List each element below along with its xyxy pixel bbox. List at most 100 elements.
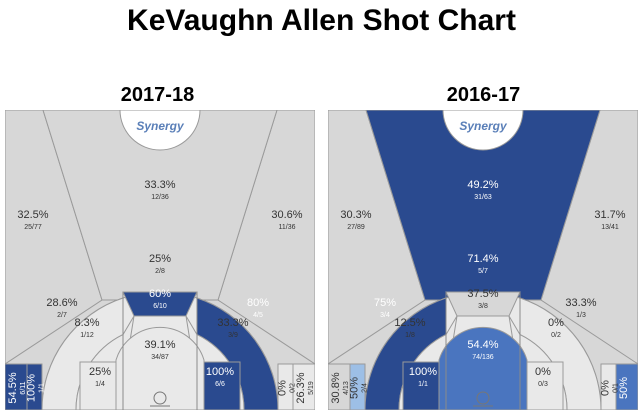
zone-made-att-restricted-area: 74/136 [472,354,494,361]
zone-label-right-baseline-two: 0% 0/2 [277,380,297,396]
zone-made-att-right-low-post: 0/3 [538,381,548,388]
zone-left-baseline-two [26,363,43,410]
zone-label-left-mid-range: 8.3% 1/12 [74,317,99,339]
zone-top-of-key-three [365,110,601,301]
zone-made-att-left-corner-three: 6/11 [20,381,27,394]
zone-made-att-left-low-post: 1/4 [95,381,105,388]
zone-label-top-of-key-three: 49.2% 31/63 [467,179,498,201]
season-title-2016-17: 2016-17 [446,84,521,106]
zone-made-att-right-wing-three: 13/41 [601,224,619,231]
zone-label-left-corner-three: 30.8% 4/13 [330,372,350,403]
zone-pct-top-of-key-three: 49.2% [467,179,498,191]
zone-pct-left-wing-three: 30.3% [340,209,371,221]
zone-made-att-top-long-two: 2/8 [155,268,165,275]
zone-pct-free-throw-area: 37.5% [467,288,498,300]
zone-label-left-wing-three: 30.3% 27/89 [340,209,371,231]
zone-pct-left-baseline-two: 100% [26,374,38,402]
zone-label-right-low-post: 100% 6/6 [206,366,234,388]
zone-pct-right-long-two: 80% [247,297,269,309]
zone-left-corner-three [5,363,28,410]
zone-made-att-right-corner-three: 5/19 [308,381,315,395]
basket-rim [476,391,490,405]
zone-pct-left-long-two: 28.6% [46,297,77,309]
zone-left-corner-three [328,363,351,410]
zone-made-att-free-throw-area: 6/10 [153,303,167,310]
zone-pct-left-corner-three: 30.8% [330,372,342,403]
zone-label-free-throw-area: 60% 6/10 [149,288,171,310]
zone-pct-right-mid-range: 0% [548,317,564,329]
zone-pct-right-long-two: 33.3% [565,297,596,309]
zone-label-left-low-post: 100% 1/1 [409,366,437,388]
zone-label-right-mid-range: 0%0/2 [548,317,564,339]
zone-made-att-left-long-two: 3/4 [380,312,390,319]
zone-made-att-left-baseline-two: 1/1 [39,383,46,393]
zone-made-att-right-wing-three: 11/36 [279,224,296,231]
zone-restricted-area [438,327,528,410]
zone-label-top-long-two: 25%2/8 [149,253,171,275]
zone-label-free-throw-area: 37.5% 3/8 [467,288,498,310]
zone-restricted-area [115,327,205,410]
zone-pct-right-baseline-two: 0% [277,380,289,396]
zone-pct-left-corner-three: 54.5% [7,372,19,403]
zone-made-att-left-mid-range: 1/8 [405,332,415,339]
zone-label-left-long-two: 28.6% 2/7 [46,297,77,319]
zone-label-right-wing-three: 30.6% 11/36 [271,209,302,231]
zone-label-restricted-area: 39.1% 34/87 [144,339,175,361]
zone-label-left-long-two: 75%3/4 [374,297,396,319]
zone-made-att-right-long-two: 1/3 [576,312,586,319]
zone-label-left-baseline-two: 100% 1/1 [26,374,46,402]
zone-pct-right-baseline-two: 0% [600,380,612,396]
zone-pct-top-of-key-three: 33.3% [144,179,175,191]
zone-right-baseline-two [600,363,617,410]
zone-label-left-low-post: 25%1/4 [89,366,111,388]
zone-pct-left-wing-three: 32.5% [17,209,48,221]
zone-label-right-mid-range: 33.3% 3/9 [217,317,248,339]
zone-pct-left-low-post: 100% [409,366,437,378]
zone-made-att-restricted-area: 34/87 [151,354,169,361]
zone-made-att-right-mid-range: 0/2 [551,332,561,339]
synergy-logo: Synergy [459,119,508,133]
season-title-2017-18: 2017-18 [120,84,195,106]
zone-made-att-right-baseline-two: 0/1 [613,383,620,393]
zone-label-top-of-key-three: 33.3% 12/36 [144,179,175,201]
zone-made-att-top-long-two: 5/7 [478,268,488,275]
zone-made-att-right-baseline-two: 0/2 [290,383,297,393]
zone-top-of-key-three [42,110,278,301]
zone-made-att-left-wing-three: 27/89 [347,224,365,231]
zone-pct-left-long-two: 75% [374,297,396,309]
basket-rim [153,391,167,405]
zone-made-att-right-long-two: 4/5 [253,312,263,319]
zone-pct-right-wing-three: 31.7% [594,209,625,221]
zone-pct-right-corner-three: 26.3% [295,372,307,403]
zone-label-left-corner-three: 54.5% 6/11 [7,372,27,403]
zone-made-att-top-of-key-three: 31/63 [474,194,492,201]
zone-made-att-left-long-two: 2/7 [57,312,67,319]
zone-pct-right-corner-three: 50% [618,377,630,399]
zone-label-left-wing-three: 32.5% 25/77 [17,209,48,231]
zone-pct-left-low-post: 25% [89,366,111,378]
synergy-logo: Synergy [136,119,185,133]
main-title: KeVaughn Allen Shot Chart [127,4,516,37]
zone-made-att-left-mid-range: 1/12 [80,332,94,339]
zone-made-att-left-low-post: 1/1 [418,381,428,388]
zone-label-right-long-two: 33.3% 1/3 [565,297,596,319]
zone-made-att-left-baseline-two: 2/4 [362,383,369,393]
zone-pct-right-low-post: 100% [206,366,234,378]
zone-right-baseline-two [277,363,294,410]
zone-free-throw-area [122,291,198,317]
zone-label-right-corner-three: 50% [618,377,630,399]
zone-left-low-post [402,361,446,410]
zone-label-right-long-two: 80%4/5 [247,297,269,319]
zone-left-low-post [79,361,123,410]
zone-label-right-low-post: 0%0/3 [535,366,551,388]
zone-pct-right-mid-range: 33.3% [217,317,248,329]
zone-pct-free-throw-area: 60% [149,288,171,300]
zone-made-att-right-low-post: 6/6 [215,381,225,388]
zone-label-left-baseline-two: 50% 2/4 [349,377,369,399]
zone-made-att-left-corner-three: 4/13 [343,381,350,395]
zone-pct-left-mid-range: 12.5% [394,317,425,329]
zone-pct-restricted-area: 39.1% [144,339,175,351]
zone-label-right-wing-three: 31.7% 13/41 [594,209,625,231]
